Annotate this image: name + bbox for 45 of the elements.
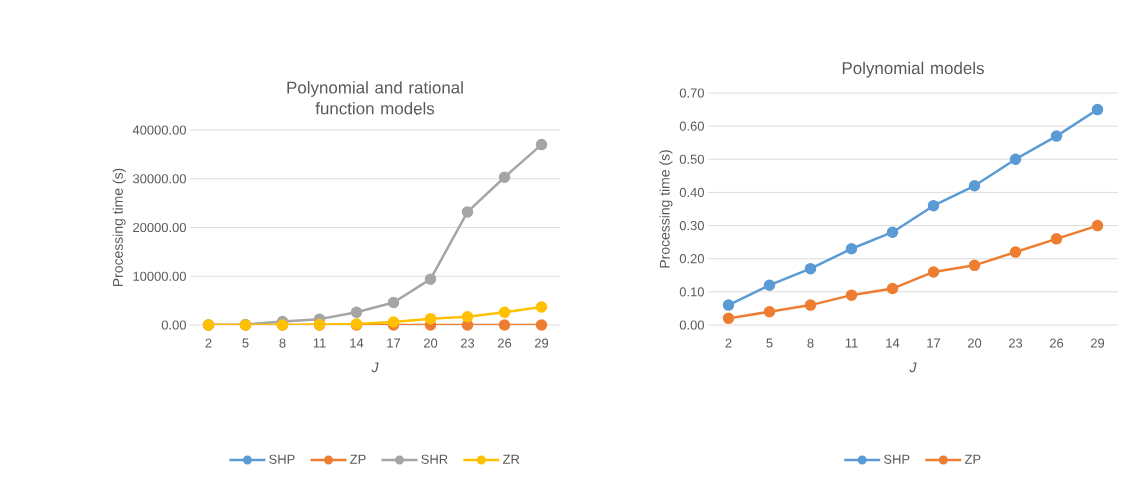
chart-title: Polynomial models bbox=[842, 61, 984, 78]
y-tick-label: 0.30 bbox=[679, 220, 704, 231]
y-tick-label: 0.40 bbox=[679, 187, 704, 197]
x-tick-label: 23 bbox=[460, 338, 475, 348]
x-tick-label: 20 bbox=[967, 338, 982, 348]
x-tick-label: 8 bbox=[279, 338, 286, 348]
x-tick-label: 2 bbox=[205, 338, 212, 348]
legend-label: ZP bbox=[350, 454, 366, 464]
x-tick-label: 26 bbox=[497, 338, 512, 348]
legend-label: SHP bbox=[269, 454, 295, 464]
y-tick-label: 0.20 bbox=[679, 254, 704, 264]
x-tick-label: 14 bbox=[350, 338, 364, 348]
y-tick-label: 0.50 bbox=[679, 154, 704, 164]
x-axis-title: J bbox=[371, 362, 379, 373]
x-tick-label: 29 bbox=[534, 338, 549, 348]
legend-label: ZR bbox=[503, 454, 520, 464]
x-tick-label: 5 bbox=[242, 338, 249, 348]
y-tick-label: 0.00 bbox=[679, 320, 704, 330]
x-tick-label: 8 bbox=[807, 338, 814, 348]
chart-title: Polynomial and rational function models bbox=[287, 81, 463, 115]
y-tick-label: 0.00 bbox=[161, 320, 186, 330]
x-tick-label: 17 bbox=[927, 338, 941, 348]
x-tick-label: 23 bbox=[1008, 338, 1023, 348]
x-tick-label: 5 bbox=[766, 338, 773, 348]
y-axis-title: Processing time (s) bbox=[659, 150, 673, 268]
legend-label: SHP bbox=[884, 454, 910, 464]
legend-label: SHR bbox=[421, 454, 448, 464]
y-tick-label: 40000.00 bbox=[132, 125, 186, 135]
x-tick-label: 17 bbox=[387, 338, 401, 348]
x-tick-label: 14 bbox=[886, 338, 900, 348]
y-axis-title: Processing time (s) bbox=[112, 168, 126, 287]
y-tick-label: 30000.00 bbox=[132, 174, 186, 184]
x-axis-title: J bbox=[909, 362, 917, 373]
x-tick-label: 26 bbox=[1049, 338, 1064, 348]
x-tick-label: 11 bbox=[313, 338, 326, 348]
x-tick-label: 29 bbox=[1090, 338, 1105, 348]
y-tick-label: 0.60 bbox=[679, 121, 704, 131]
y-tick-label: 10000.00 bbox=[133, 271, 186, 281]
x-tick-label: 11 bbox=[845, 338, 858, 348]
y-tick-label: 0.70 bbox=[679, 88, 704, 98]
legend-label: ZP bbox=[964, 454, 981, 464]
x-tick-label: 20 bbox=[423, 338, 438, 348]
x-tick-label: 2 bbox=[725, 338, 732, 348]
y-tick-label: 0.10 bbox=[679, 287, 704, 297]
y-tick-label: 20000.00 bbox=[133, 222, 186, 233]
